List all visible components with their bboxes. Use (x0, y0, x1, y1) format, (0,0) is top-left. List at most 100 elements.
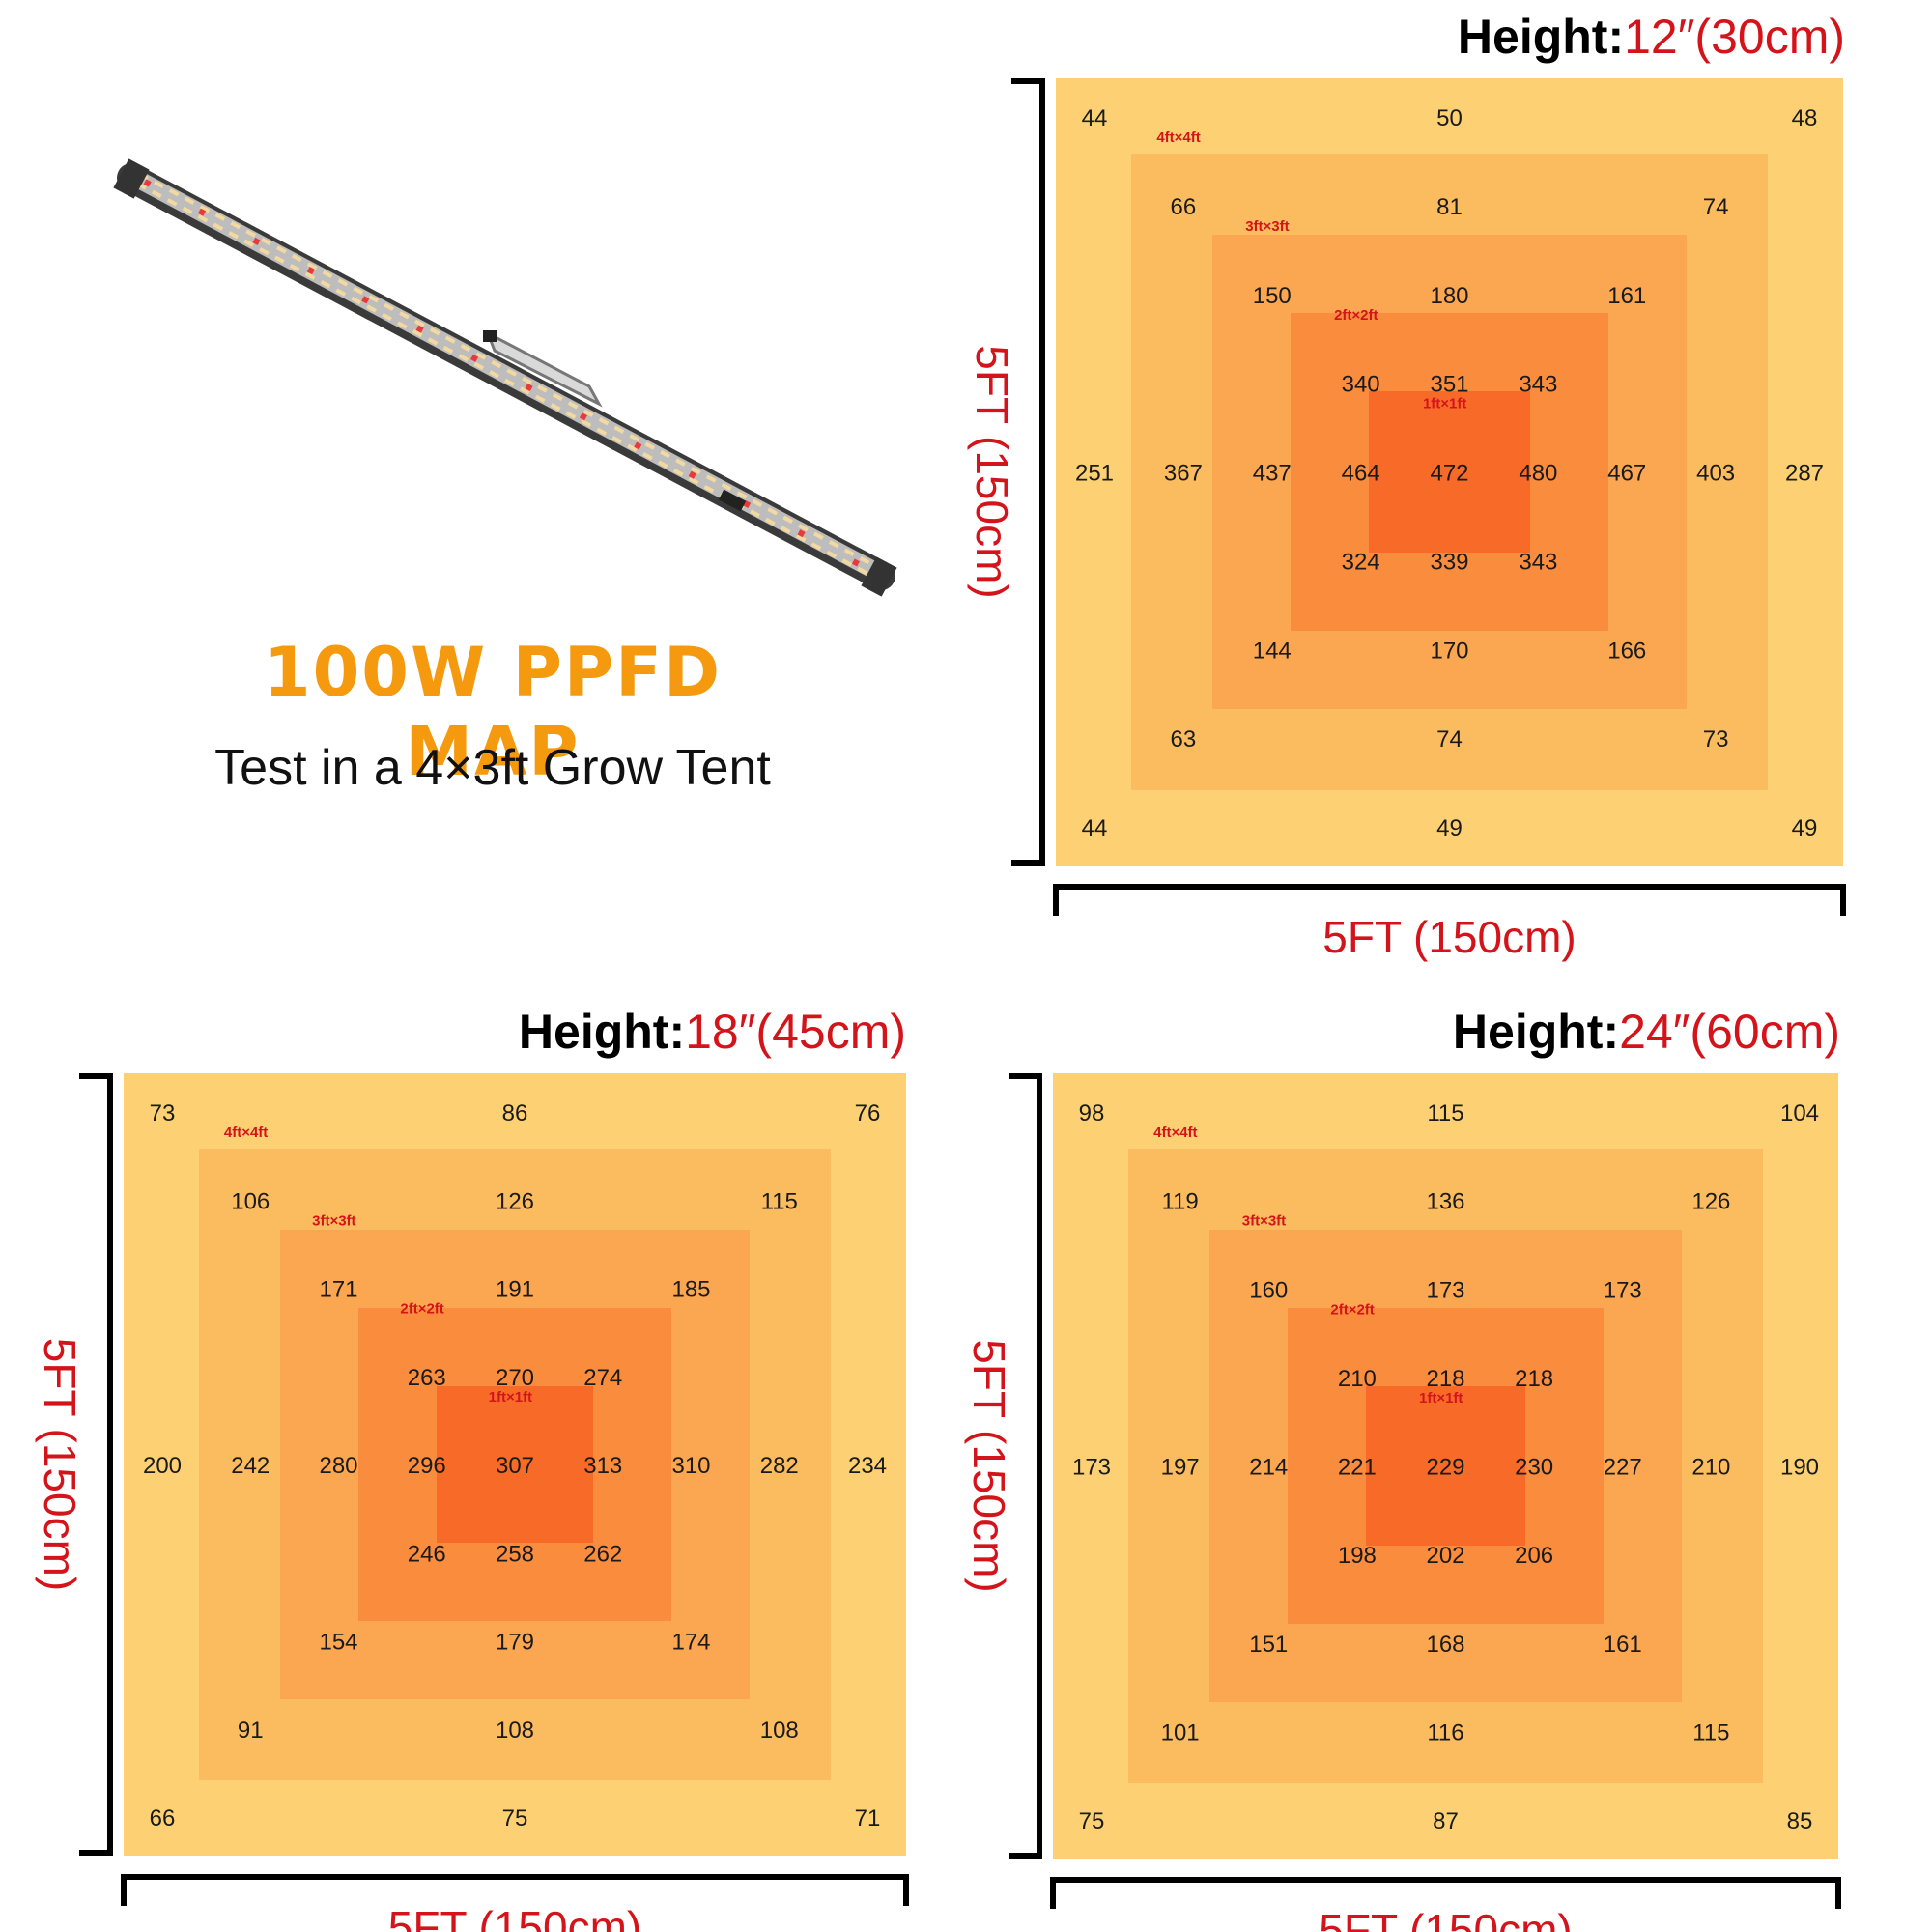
ppfd-value: 173 (1604, 1277, 1642, 1303)
x-bracket (1053, 884, 1846, 916)
ppfd-value: 274 (583, 1365, 622, 1391)
ppfd-value: 115 (761, 1188, 798, 1214)
ppfd-value: 282 (760, 1453, 799, 1479)
x-bracket (121, 1874, 909, 1906)
ppfd-value: 403 (1696, 461, 1735, 487)
zone-label: 2ft×2ft (1334, 307, 1378, 324)
zone-label: 3ft×3ft (1245, 218, 1289, 235)
ppfd-chart-1: 44 50 48 66 81 74 150 180 161 340 351 343 251 367 437 4… (967, 10, 1846, 962)
ppfd-value: 50 (1436, 105, 1463, 131)
ppfd-value: 161 (1607, 283, 1646, 309)
zone-label: 1ft×1ft (1423, 396, 1466, 412)
ppfd-value: 44 (1082, 815, 1108, 841)
ppfd-value: 287 (1785, 461, 1824, 487)
ppfd-value: 166 (1607, 638, 1646, 664)
ppfd-value: 76 (855, 1100, 881, 1126)
height-label: Height: (1453, 1005, 1619, 1059)
ppfd-value: 66 (1171, 194, 1197, 220)
ppfd-value: 116 (1427, 1719, 1463, 1746)
zone-label: 1ft×1ft (1419, 1390, 1463, 1406)
ppfd-value: 313 (583, 1453, 622, 1479)
ppfd-value: 340 (1342, 372, 1380, 398)
ppfd-value: 202 (1426, 1543, 1464, 1569)
ppfd-value: 108 (760, 1718, 799, 1744)
ppfd-value: 104 (1780, 1100, 1819, 1126)
ppfd-value: 270 (496, 1365, 534, 1391)
ppfd-value: 339 (1430, 549, 1468, 575)
ppfd-value: 73 (1703, 726, 1729, 753)
ppfd-value: 179 (496, 1630, 534, 1656)
height-label: Height: (1458, 10, 1624, 64)
ppfd-value: 44 (1082, 105, 1108, 131)
ppfd-value: 98 (1079, 1100, 1105, 1126)
zone-area-4 (437, 1386, 593, 1543)
ppfd-value: 234 (848, 1453, 887, 1479)
ppfd-value: 262 (583, 1541, 622, 1567)
ppfd-value: 160 (1249, 1277, 1288, 1303)
height-title: Height:24″(60cm) (1453, 1005, 1840, 1059)
ppfd-value: 198 (1338, 1543, 1377, 1569)
ppfd-value: 126 (496, 1188, 534, 1214)
ppfd-value: 467 (1607, 461, 1646, 487)
ppfd-value: 161 (1604, 1632, 1642, 1658)
ppfd-value: 229 (1426, 1455, 1464, 1481)
x-bracket (1050, 1877, 1841, 1909)
x-axis-label: 5FT (150cm) (388, 1902, 641, 1932)
ppfd-value: 86 (502, 1100, 528, 1126)
ppfd-value: 280 (319, 1453, 357, 1479)
ppfd-value: 307 (496, 1453, 534, 1479)
ppfd-value: 472 (1430, 461, 1468, 487)
ppfd-value: 49 (1436, 815, 1463, 841)
ppfd-value: 251 (1075, 461, 1114, 487)
ppfd-value: 343 (1519, 372, 1557, 398)
zone-label: 2ft×2ft (400, 1301, 443, 1318)
ppfd-value: 73 (150, 1100, 176, 1126)
zone-label: 3ft×3ft (1242, 1213, 1286, 1230)
ppfd-value: 180 (1430, 283, 1468, 309)
ppfd-value: 263 (408, 1365, 446, 1391)
ppfd-value: 343 (1519, 549, 1557, 575)
ppfd-value: 197 (1161, 1455, 1200, 1481)
ppfd-value: 63 (1171, 726, 1197, 753)
ppfd-value: 480 (1519, 461, 1557, 487)
y-axis-label: 5FT (150cm) (967, 345, 1017, 598)
ppfd-value: 74 (1436, 726, 1463, 753)
ppfd-value: 351 (1430, 372, 1468, 398)
map-title: 100W PPFD MAP (263, 633, 723, 791)
ppfd-value: 91 (238, 1718, 264, 1744)
zone-area-4 (1366, 1386, 1525, 1546)
ppfd-value: 191 (496, 1277, 534, 1303)
ppfd-value: 66 (150, 1805, 176, 1832)
ppfd-value: 246 (408, 1541, 446, 1567)
y-bracket (79, 1073, 113, 1856)
ppfd-value: 218 (1515, 1366, 1553, 1392)
ppfd-value: 206 (1515, 1543, 1553, 1569)
ppfd-value: 75 (502, 1805, 528, 1832)
ppfd-value: 49 (1792, 815, 1818, 841)
ppfd-chart-3: 98 115 104 119 136 126 160 173 173 210 218 218 173 19… (964, 1005, 1841, 1932)
y-axis-label: 5FT (150cm) (964, 1339, 1014, 1592)
ppfd-value: 75 (1079, 1808, 1105, 1834)
y-axis-label: 5FT (150cm) (35, 1338, 85, 1591)
ppfd-value: 210 (1338, 1366, 1377, 1392)
ppfd-value: 190 (1780, 1455, 1819, 1481)
ppfd-value: 185 (671, 1277, 710, 1303)
ppfd-value: 218 (1426, 1366, 1464, 1392)
ppfd-value: 310 (671, 1453, 710, 1479)
zone-label: 2ft×2ft (1330, 1301, 1374, 1318)
ppfd-value: 214 (1249, 1455, 1288, 1481)
ppfd-value: 85 (1787, 1808, 1813, 1834)
ppfd-value: 119 (1161, 1189, 1198, 1215)
ppfd-value: 200 (143, 1453, 182, 1479)
zone-area-4 (1369, 391, 1530, 553)
ppfd-value: 150 (1253, 283, 1292, 309)
ppfd-chart-2: 73 86 76 106 126 115 171 191 185 263 270 274 200 242 2… (35, 1005, 909, 1932)
ppfd-value: 174 (671, 1630, 710, 1656)
ppfd-value: 151 (1249, 1632, 1288, 1658)
height-value: 18″(45cm) (685, 1005, 906, 1059)
height-title: Height:12″(30cm) (1458, 10, 1845, 64)
ppfd-value: 173 (1426, 1277, 1464, 1303)
map-subtitle: Test in a 4×3ft Grow Tent (214, 740, 771, 796)
